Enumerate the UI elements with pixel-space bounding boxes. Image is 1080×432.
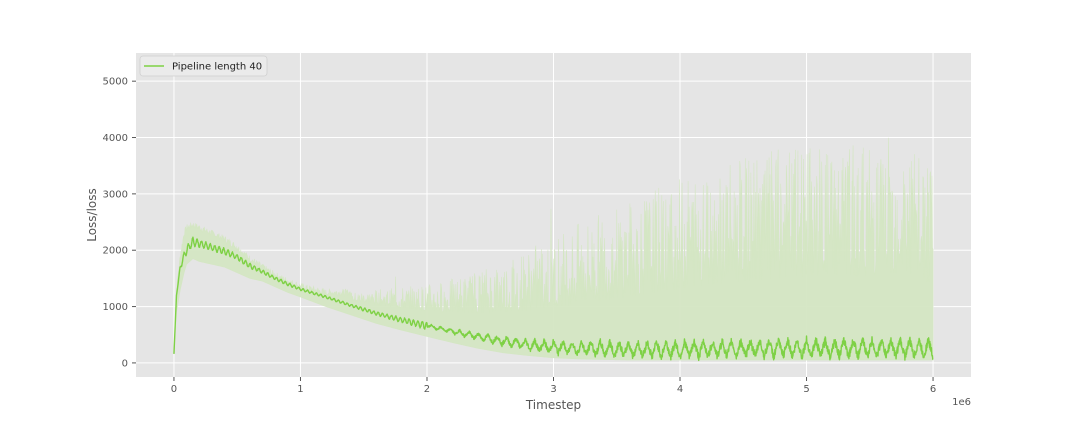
x-tick-label: 5 <box>803 384 809 395</box>
y-tick-label: 2000 <box>103 246 128 257</box>
series-line-pipeline-length-40 <box>173 236 934 362</box>
x-tick-label: 3 <box>550 384 556 395</box>
y-tick-label: 5000 <box>103 77 128 88</box>
legend-label-pipeline-length-40: Pipeline length 40 <box>172 62 262 73</box>
x-axis-label: Timestep <box>525 398 581 412</box>
y-tick-label: 1000 <box>103 302 128 313</box>
legend: Pipeline length 40 <box>139 55 268 77</box>
y-tick-label: 4000 <box>103 133 128 144</box>
y-tick-label: 3000 <box>103 189 128 200</box>
y-axis-label: Loss/loss <box>85 188 99 242</box>
legend-box <box>139 55 268 77</box>
x-axis-multiplier: 1e6 <box>952 397 971 408</box>
x-tick-label: 2 <box>424 384 430 395</box>
variance-band <box>173 137 934 361</box>
x-tick-label: 1 <box>297 384 303 395</box>
x-tick-label: 6 <box>930 384 936 395</box>
x-tick-label: 0 <box>171 384 177 395</box>
x-tick-label: 4 <box>677 384 683 395</box>
variance-band-fill <box>173 137 934 361</box>
series-lines <box>173 236 934 362</box>
y-tick-label: 0 <box>122 358 128 369</box>
x-axis-ticks: 0 1 2 3 4 5 6 <box>171 377 936 395</box>
y-axis-ticks: 0 1000 2000 3000 4000 5000 <box>103 77 136 369</box>
